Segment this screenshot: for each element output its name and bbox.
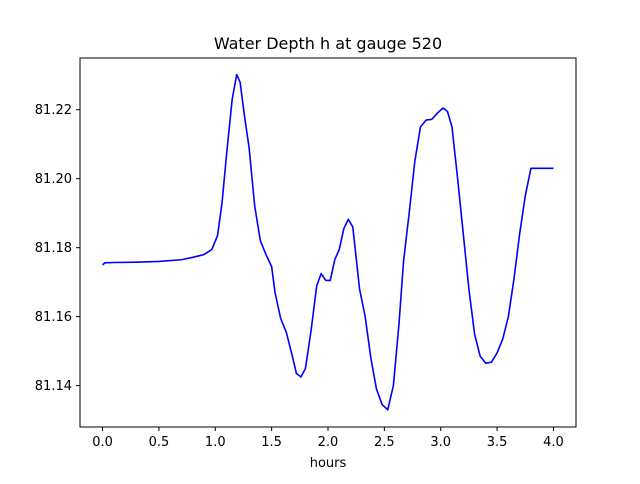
y-tick-label: 81.16 xyxy=(35,310,72,325)
chart-title: Water Depth h at gauge 520 xyxy=(214,34,442,53)
x-tick-label: 0.5 xyxy=(149,435,170,450)
x-tick-label: 2.5 xyxy=(374,435,395,450)
y-tick-label: 81.18 xyxy=(35,241,72,256)
y-tick-label: 81.20 xyxy=(35,172,72,187)
x-tick-label: 3.0 xyxy=(430,435,451,450)
plot-area xyxy=(102,73,554,411)
x-axis: 0.0 0.5 1.0 1.5 2.0 2.5 3.0 3.5 4.0 xyxy=(92,427,564,450)
y-tick-label: 81.22 xyxy=(35,103,72,118)
x-tick-label: 4.0 xyxy=(543,435,564,450)
series-line-0 xyxy=(102,73,554,411)
x-tick-label: 0.0 xyxy=(92,435,113,450)
y-tick-label: 81.14 xyxy=(35,379,72,394)
y-axis: 81.14 81.16 81.18 81.20 81.22 xyxy=(35,103,80,394)
axes-frame xyxy=(79,57,577,428)
x-tick-label: 2.0 xyxy=(318,435,339,450)
x-tick-label: 3.5 xyxy=(487,435,508,450)
x-tick-label: 1.0 xyxy=(205,435,226,450)
x-axis-label: hours xyxy=(310,456,347,471)
x-tick-label: 1.5 xyxy=(261,435,282,450)
